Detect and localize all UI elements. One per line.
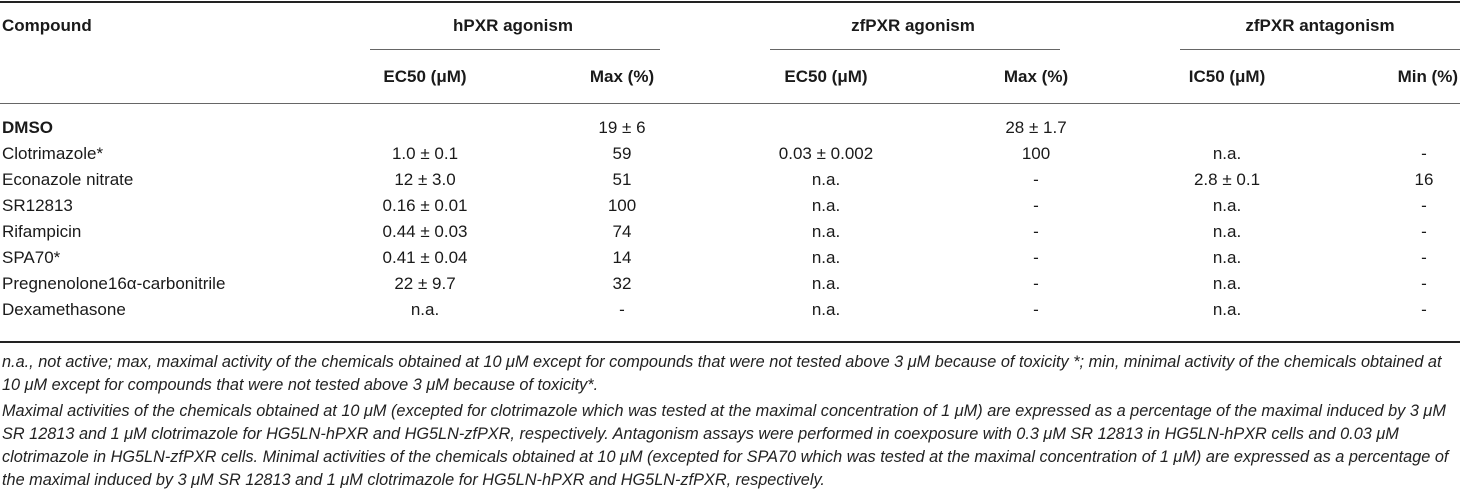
header-hpxr-ec50: EC50 (μM)	[383, 67, 467, 86]
table-cell: -	[1033, 274, 1039, 293]
table-cell: n.a.	[1212, 196, 1242, 215]
table-cell: 51	[612, 170, 632, 189]
table-cell: n.a.	[1212, 300, 1242, 319]
table-cell: -	[1421, 274, 1427, 293]
table-cell: 100	[607, 196, 637, 215]
header-group-zfpxr-antagonism: zfPXR antagonism	[1245, 16, 1395, 35]
table-cell: n.a.	[1212, 222, 1242, 241]
compound-name: Pregnenolone16α-carbonitrile	[2, 274, 226, 293]
table-cell: n.a.	[1212, 248, 1242, 267]
compound-name: Dexamethasone	[2, 300, 126, 319]
group-underline-zfpxr-antagonism	[1180, 49, 1460, 50]
table-cell: n.a.	[811, 196, 841, 215]
table-cell: 12 ± 3.0	[394, 170, 456, 189]
header-group-hpxr-agonism: hPXR agonism	[453, 16, 573, 35]
header-compound: Compound	[2, 16, 92, 35]
compound-name: Econazole nitrate	[2, 170, 134, 189]
header-zfpxr-min: Min (%)	[1397, 67, 1458, 86]
compound-name: SR12813	[2, 196, 73, 215]
header-zfpxr-ic50: IC50 (μM)	[1188, 67, 1266, 86]
compound-name: DMSO	[2, 118, 53, 137]
header-zfpxr-ec50: EC50 (μM)	[784, 67, 868, 86]
table-cell: -	[1421, 300, 1427, 319]
group-underline-zfpxr-agonism	[770, 49, 1060, 50]
table-cell: n.a.	[1212, 274, 1242, 293]
group-underline-hpxr	[370, 49, 660, 50]
table-cell: 0.41 ± 0.04	[382, 248, 468, 267]
table-cell: -	[1033, 222, 1039, 241]
compound-name: SPA70*	[2, 248, 61, 267]
table-cell: 0.03 ± 0.002	[778, 144, 874, 163]
table-cell: -	[619, 300, 625, 319]
header-hpxr-max: Max (%)	[589, 67, 655, 86]
compound-name: Clotrimazole*	[2, 144, 104, 163]
table-cell: 28 ± 1.7	[1005, 118, 1067, 137]
table-cell: 22 ± 9.7	[394, 274, 456, 293]
table-cell: n.a.	[410, 300, 440, 319]
table-cell: -	[1033, 196, 1039, 215]
table-cell: n.a.	[811, 170, 841, 189]
table-cell: 32	[612, 274, 632, 293]
table-cell: 0.16 ± 0.01	[382, 196, 468, 215]
table-cell: -	[1421, 144, 1427, 163]
table-cell: 74	[612, 222, 632, 241]
table-bottom-rule	[0, 341, 1460, 343]
footnote-methods: Maximal activities of the chemicals obta…	[2, 402, 1449, 489]
header-zfpxr-max: Max (%)	[1003, 67, 1069, 86]
table-cell: n.a.	[811, 248, 841, 267]
table-cell: -	[1033, 170, 1039, 189]
header-group-zfpxr-agonism: zfPXR agonism	[851, 16, 975, 35]
table-cell: n.a.	[1212, 144, 1242, 163]
table-cell: 2.8 ± 0.1	[1193, 170, 1261, 189]
table-cell: 19 ± 6	[598, 118, 646, 137]
table-cell: -	[1033, 300, 1039, 319]
table-cell: -	[1033, 248, 1039, 267]
table-cell: 16	[1414, 170, 1434, 189]
table-cell: n.a.	[811, 222, 841, 241]
table-cell: 14	[612, 248, 632, 267]
header-bottom-rule	[0, 103, 1460, 104]
table-cell: -	[1421, 196, 1427, 215]
table-cell: 59	[612, 144, 632, 163]
table-cell: 100	[1021, 144, 1051, 163]
table-cell: n.a.	[811, 300, 841, 319]
footnote-abbreviations: n.a., not active; max, maximal activity …	[2, 353, 1442, 394]
table-cell: n.a.	[811, 274, 841, 293]
table-cell: -	[1421, 248, 1427, 267]
table-cell: 0.44 ± 0.03	[382, 222, 468, 241]
compound-name: Rifampicin	[2, 222, 82, 241]
table-cell: 1.0 ± 0.1	[391, 144, 459, 163]
table-cell: -	[1421, 222, 1427, 241]
top-rule	[0, 1, 1460, 3]
